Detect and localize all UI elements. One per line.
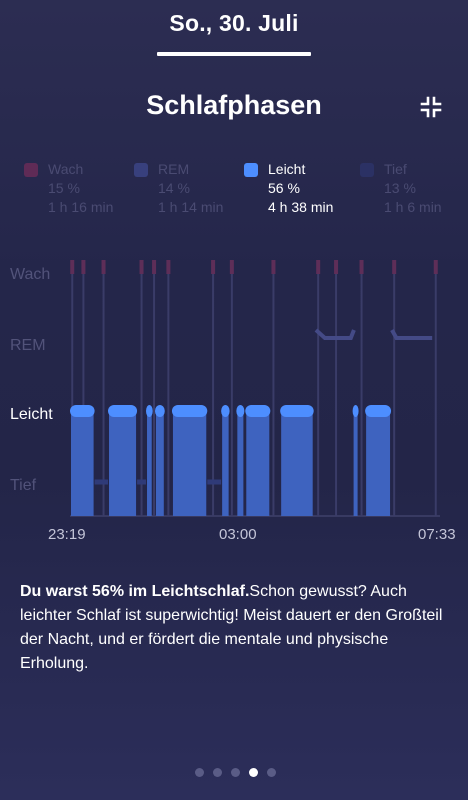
leicht-segment-6 bbox=[222, 410, 229, 516]
legend-duration: 1 h 6 min bbox=[384, 199, 442, 215]
leicht-segment-cap-1 bbox=[70, 405, 95, 417]
y-label-wach: Wach bbox=[10, 266, 51, 283]
wach-marker-3 bbox=[101, 260, 106, 274]
rem-trace bbox=[314, 328, 433, 340]
wach-marker-14 bbox=[433, 260, 438, 274]
leicht-segment-cap-8 bbox=[245, 405, 271, 417]
wach-marker-11 bbox=[334, 260, 339, 274]
rem-swatch bbox=[134, 163, 148, 177]
leicht-segment-cap-6 bbox=[221, 405, 230, 417]
collapse-icon[interactable] bbox=[420, 96, 442, 118]
leicht-segment-3 bbox=[147, 410, 152, 516]
page-dot-5[interactable] bbox=[267, 768, 276, 777]
leicht-segment-11 bbox=[366, 410, 391, 516]
leicht-segment-cap-4 bbox=[154, 405, 165, 417]
phase-description: Du warst 56% im Leichtschlaf.Schon gewus… bbox=[20, 580, 450, 676]
stage-trace bbox=[70, 260, 438, 516]
wach-marker-5 bbox=[152, 260, 157, 274]
x-tick-start: 23:19 bbox=[48, 526, 86, 543]
leicht-segment-7 bbox=[237, 410, 244, 516]
legend-percent: 15 % bbox=[48, 180, 80, 196]
description-bold: Du warst 56% im Leichtschlaf. bbox=[20, 583, 250, 600]
wach-marker-6 bbox=[166, 260, 171, 274]
y-label-rem: REM bbox=[10, 337, 46, 354]
legend-name: Wach bbox=[48, 161, 84, 177]
date-tab-indicator bbox=[157, 52, 311, 56]
leicht-segment-8 bbox=[246, 410, 270, 516]
wach-marker-12 bbox=[359, 260, 364, 274]
leicht-segment-cap-3 bbox=[146, 405, 153, 417]
description-text: Schon gewusst? Auch leichter Schlaf ist … bbox=[20, 583, 443, 672]
wach-marker-9 bbox=[271, 260, 276, 274]
wach-marker-2 bbox=[81, 260, 86, 274]
date-tab[interactable]: So., 30. Juli bbox=[0, 10, 468, 37]
page-dot-3[interactable] bbox=[231, 768, 240, 777]
legend-percent: 13 % bbox=[384, 180, 416, 196]
wach-marker-8 bbox=[229, 260, 234, 274]
leicht-segment-4 bbox=[155, 410, 164, 516]
legend-duration: 1 h 16 min bbox=[48, 199, 114, 215]
leicht-segment-1 bbox=[71, 410, 94, 516]
leicht-segment-cap-11 bbox=[365, 405, 392, 417]
wach-marker-13 bbox=[392, 260, 397, 274]
leicht-segment-cap-5 bbox=[171, 405, 208, 417]
wach-marker-1 bbox=[70, 260, 75, 274]
leicht-segment-cap-7 bbox=[236, 405, 245, 417]
leicht-segment-5 bbox=[172, 410, 207, 516]
leicht-segment-9 bbox=[281, 410, 313, 516]
leicht-swatch bbox=[244, 163, 258, 177]
wach-swatch bbox=[24, 163, 38, 177]
wach-marker-4 bbox=[139, 260, 144, 274]
leicht-segment-cap-9 bbox=[280, 405, 314, 417]
legend-duration: 4 h 38 min bbox=[268, 199, 334, 215]
y-label-leicht: Leicht bbox=[10, 406, 53, 423]
leicht-segment-2 bbox=[109, 410, 137, 516]
page-dot-1[interactable] bbox=[195, 768, 204, 777]
page-title: Schlafphasen bbox=[146, 90, 322, 120]
leicht-segments bbox=[70, 405, 392, 516]
page-dot-2[interactable] bbox=[213, 768, 222, 777]
leicht-segment-cap-10 bbox=[352, 405, 359, 417]
legend-duration: 1 h 14 min bbox=[158, 199, 224, 215]
page-dot-4[interactable] bbox=[249, 768, 258, 777]
leicht-segment-cap-2 bbox=[108, 405, 138, 417]
stage-legend: Wach 15 % 1 h 16 min REM 14 % 1 h 14 min… bbox=[0, 160, 468, 220]
legend-name: REM bbox=[158, 161, 190, 177]
y-label-tief: Tief bbox=[10, 477, 37, 494]
tief-swatch bbox=[360, 163, 374, 177]
x-tick-mid: 03:00 bbox=[219, 526, 257, 543]
wach-marker-10 bbox=[316, 260, 321, 274]
x-tick-end: 07:33 bbox=[418, 526, 456, 543]
legend-name: Leicht bbox=[268, 161, 306, 177]
date-label: So., 30. Juli bbox=[169, 10, 299, 36]
legend-name: Tief bbox=[384, 161, 407, 177]
legend-percent: 56 % bbox=[268, 180, 300, 196]
legend-percent: 14 % bbox=[158, 180, 190, 196]
leicht-segment-10 bbox=[353, 410, 358, 516]
wach-marker-7 bbox=[211, 260, 216, 274]
